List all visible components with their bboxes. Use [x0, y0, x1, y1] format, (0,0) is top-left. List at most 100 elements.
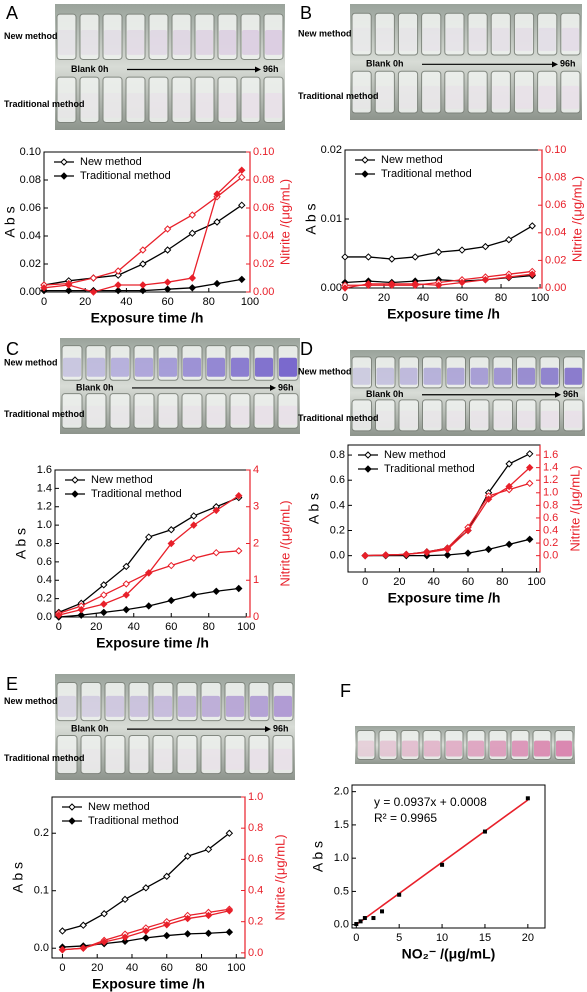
well: [109, 345, 131, 381]
y-axis-label: A b s: [10, 862, 26, 893]
well-liquid: [376, 85, 394, 109]
data-point: [145, 533, 153, 541]
y2-tick-label: 0.10: [253, 146, 274, 158]
data-point: [484, 495, 493, 503]
data-point: [89, 288, 98, 296]
well: [61, 393, 83, 429]
x-tick-label: 20: [522, 932, 534, 944]
x-axis-label: Exposure time /h: [92, 976, 205, 992]
data-point: [89, 274, 98, 282]
y-tick-label: 0.2: [34, 827, 49, 839]
data-point: [183, 852, 192, 860]
well: [128, 734, 150, 775]
data-point: [40, 284, 48, 292]
y2-tick-label: 0.02: [253, 258, 274, 270]
y-tick-label: 0.00: [20, 286, 41, 298]
legend-marker: [60, 172, 68, 180]
series-line: [58, 495, 240, 616]
well-liquid: [538, 27, 556, 51]
data-point: [371, 916, 376, 921]
data-point: [397, 892, 402, 897]
photo-label: New method: [298, 29, 352, 39]
data-point: [235, 492, 243, 500]
data-point: [190, 512, 198, 520]
data-point: [440, 862, 445, 867]
data-point: [464, 526, 472, 535]
well: [102, 76, 123, 123]
y-axis-label: A b s: [13, 528, 29, 559]
well-liquid: [561, 27, 579, 51]
well-liquid: [196, 29, 213, 55]
x-tick-label: 100: [531, 292, 549, 304]
data-point: [121, 937, 129, 946]
well-liquid: [422, 85, 440, 109]
data-point: [364, 280, 373, 288]
y-tick-label: 0.08: [20, 174, 41, 186]
data-point: [122, 605, 130, 614]
y-tick-label: 0.02: [20, 258, 41, 270]
well-liquid: [541, 367, 559, 385]
y-tick-label: 0.0: [37, 611, 52, 623]
data-point: [139, 246, 147, 254]
well-liquid: [446, 740, 462, 757]
y2-tick-label: 3: [253, 501, 259, 513]
well-liquid: [274, 695, 292, 717]
x-tick-label: 20: [393, 576, 405, 588]
well-liquid: [512, 740, 528, 757]
legend-label: Traditional method: [91, 488, 182, 500]
well-liquid: [376, 410, 394, 428]
y-tick-label: 0.6: [37, 556, 52, 568]
well-liquid: [274, 748, 292, 770]
data-point: [443, 545, 452, 554]
y-tick-label: 0.6: [330, 474, 345, 486]
legend-marker: [71, 476, 79, 484]
well-liquid: [130, 695, 148, 717]
x-tick-label: 40: [126, 962, 138, 974]
series-line: [58, 496, 239, 614]
well: [351, 70, 372, 114]
well-liquid: [447, 367, 465, 385]
y-tick-label: 0.8: [330, 449, 345, 461]
x-tick-label: 100: [527, 576, 545, 588]
well-liquid: [423, 367, 441, 385]
x-tick-label: 0: [56, 621, 62, 633]
well-liquid: [196, 92, 213, 118]
data-point: [100, 581, 108, 589]
data-point: [411, 253, 419, 261]
data-point: [528, 222, 536, 230]
well-liquid: [400, 367, 418, 385]
data-point: [204, 929, 213, 937]
legend-marker: [364, 465, 372, 473]
well-liquid: [154, 748, 172, 770]
x-tick-label: 5: [396, 932, 402, 944]
y-tick-label: 1.6: [37, 464, 52, 476]
x-axis-label: NO₂⁻ /(μg/mL): [402, 946, 496, 962]
data-point: [77, 605, 85, 614]
data-point: [188, 284, 197, 292]
well-liquid: [104, 92, 121, 118]
data-point: [183, 914, 192, 923]
legend-label: Traditional method: [88, 815, 179, 827]
well: [80, 734, 102, 775]
x-tick-label: 60: [462, 576, 474, 588]
well-liquid: [445, 85, 463, 109]
well-liquid: [135, 357, 153, 377]
well-liquid: [154, 695, 172, 717]
y2-tick-label: 0.0: [543, 550, 558, 562]
well-liquid: [250, 695, 268, 717]
series-line: [365, 467, 531, 557]
well-liquid: [353, 410, 371, 428]
data-point: [362, 916, 367, 921]
well-liquid: [127, 92, 144, 118]
y2-tick-label: 0.02: [545, 254, 566, 266]
data-point: [163, 872, 171, 881]
y-tick-label: 0.06: [20, 202, 41, 214]
well-liquid: [150, 92, 167, 118]
x-tick-label: 0: [342, 292, 348, 304]
data-point: [411, 280, 419, 288]
photo-label: Blank 0h: [366, 389, 404, 399]
data-point: [212, 548, 220, 557]
well-liquid: [231, 357, 249, 377]
y-tick-label: 1.4: [37, 482, 52, 494]
r-squared: R² = 0.9965: [374, 811, 437, 825]
